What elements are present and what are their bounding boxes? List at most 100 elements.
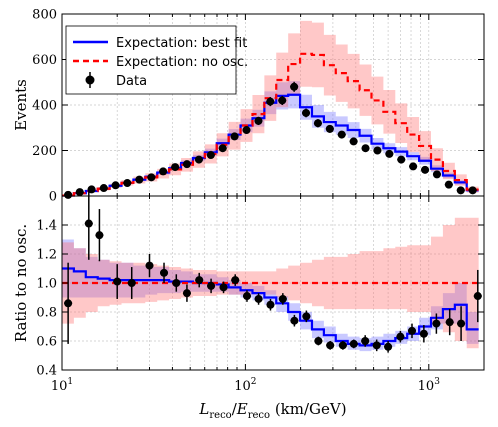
bot-band-best-fit	[62, 239, 479, 352]
top-data-point	[421, 165, 430, 174]
top-data-point	[254, 116, 263, 125]
x-label-E-sub: reco	[248, 410, 270, 421]
top-data-point	[218, 144, 227, 153]
bot-data-point	[84, 219, 93, 228]
x-label-slash: /	[232, 400, 238, 418]
top-y-axis-label: Events	[12, 79, 30, 131]
top-y-tick-label: 0	[49, 190, 57, 205]
bot-data-point	[408, 326, 417, 335]
top-data-point	[432, 170, 441, 179]
top-data-point	[361, 144, 370, 153]
bot-data-point	[302, 312, 311, 321]
x-tick-label: 103	[418, 377, 441, 394]
bot-band-no-osc	[62, 217, 479, 349]
top-y-tick-label: 800	[32, 8, 57, 23]
bot-data-point	[338, 341, 347, 350]
top-data-point	[99, 184, 108, 193]
bot-data-point	[432, 319, 441, 328]
bot-y-tick-label: 0.6	[36, 335, 57, 350]
bot-data-point	[145, 261, 154, 270]
bot-y-tick-label: 1.2	[36, 248, 57, 263]
top-data-point	[135, 175, 144, 184]
bot-data-point	[219, 283, 228, 292]
top-data-point	[266, 97, 275, 106]
top-data-point	[278, 96, 287, 105]
bot-data-point	[384, 342, 393, 351]
top-data-point	[456, 186, 465, 195]
x-label-E: E	[236, 400, 248, 418]
top-data-point	[397, 155, 406, 164]
top-y-tick-label: 600	[32, 53, 57, 68]
bot-data-point	[207, 281, 216, 290]
bot-data-point	[372, 341, 381, 350]
top-data-point	[75, 188, 84, 197]
bot-data-point	[361, 337, 370, 345]
bottom-points	[64, 187, 482, 353]
x-tick-label-base: 10	[51, 379, 68, 394]
x-label-L-sub: reco	[209, 410, 231, 421]
x-tick-label: 101	[51, 377, 73, 394]
bot-data-point	[396, 332, 405, 341]
bot-data-point	[231, 276, 240, 285]
legend-data-label: Data	[116, 74, 147, 89]
x-tick-label-exponent: 3	[434, 377, 440, 387]
top-data-point	[409, 162, 418, 171]
top-y-tick-label: 200	[32, 144, 57, 159]
top-data-point	[302, 108, 311, 117]
legend-no-osc-label: Expectation: no osc.	[116, 55, 248, 70]
bot-data-point	[266, 300, 275, 309]
top-data-point	[147, 173, 156, 182]
x-label-L: L	[198, 400, 209, 418]
top-data-point	[230, 132, 239, 141]
x-tick-label-exponent: 1	[67, 377, 73, 387]
bot-data-point	[95, 231, 104, 240]
top-panel: 0 200 400 600 800 Events Expectation: best f…	[12, 8, 485, 205]
legend-best-fit-label: Expectation: best fit	[116, 36, 247, 51]
top-data-point	[64, 190, 73, 199]
bot-data-point	[254, 294, 263, 303]
bot-data-point	[242, 292, 251, 301]
top-band-no-osc	[62, 20, 479, 196]
top-data-point	[337, 130, 346, 139]
top-data-point	[349, 137, 358, 146]
x-tick-label: 102	[234, 377, 256, 394]
x-tick-label-base: 10	[418, 379, 435, 394]
legend-data-marker	[85, 75, 95, 85]
top-data-point	[468, 186, 477, 195]
bot-data-point	[314, 337, 323, 345]
top-data-point	[87, 185, 96, 194]
x-tick-label-base: 10	[234, 379, 251, 394]
bot-y-tick-label: 0.4	[36, 364, 57, 379]
x-tick-label-exponent: 2	[251, 377, 257, 387]
bot-data-point	[182, 289, 191, 298]
bot-y-tick-label: 0.8	[36, 306, 57, 321]
bot-data-point	[445, 318, 454, 327]
top-data-point	[444, 180, 453, 189]
bot-y-tick-label: 1.4	[36, 219, 57, 234]
bot-data-point	[278, 294, 287, 303]
top-data-point	[325, 124, 334, 133]
top-data-point	[206, 151, 215, 160]
top-data-point	[123, 179, 132, 188]
bot-data-point	[113, 277, 122, 286]
bottom-gridlines	[61, 196, 485, 371]
bot-data-point	[419, 329, 428, 338]
top-data-point	[194, 155, 203, 164]
bot-data-point	[326, 341, 335, 350]
top-data-point	[373, 146, 382, 155]
x-axis-label: Lreco/Ereco (km/GeV)	[198, 400, 346, 421]
x-label-unit: (km/GeV)	[270, 400, 347, 418]
bot-data-point	[457, 319, 466, 328]
top-data-point	[159, 167, 168, 176]
top-data-point	[242, 126, 251, 135]
top-data-point	[171, 163, 180, 172]
legend: Expectation: best fit Expectation: no os…	[65, 25, 248, 95]
bot-data-point	[195, 276, 204, 285]
top-data-point	[111, 181, 120, 190]
bottom-bands	[62, 217, 479, 352]
bot-data-point	[172, 279, 181, 287]
bot-data-point	[473, 292, 482, 301]
top-data-point	[290, 82, 299, 91]
bot-data-point	[160, 268, 169, 277]
